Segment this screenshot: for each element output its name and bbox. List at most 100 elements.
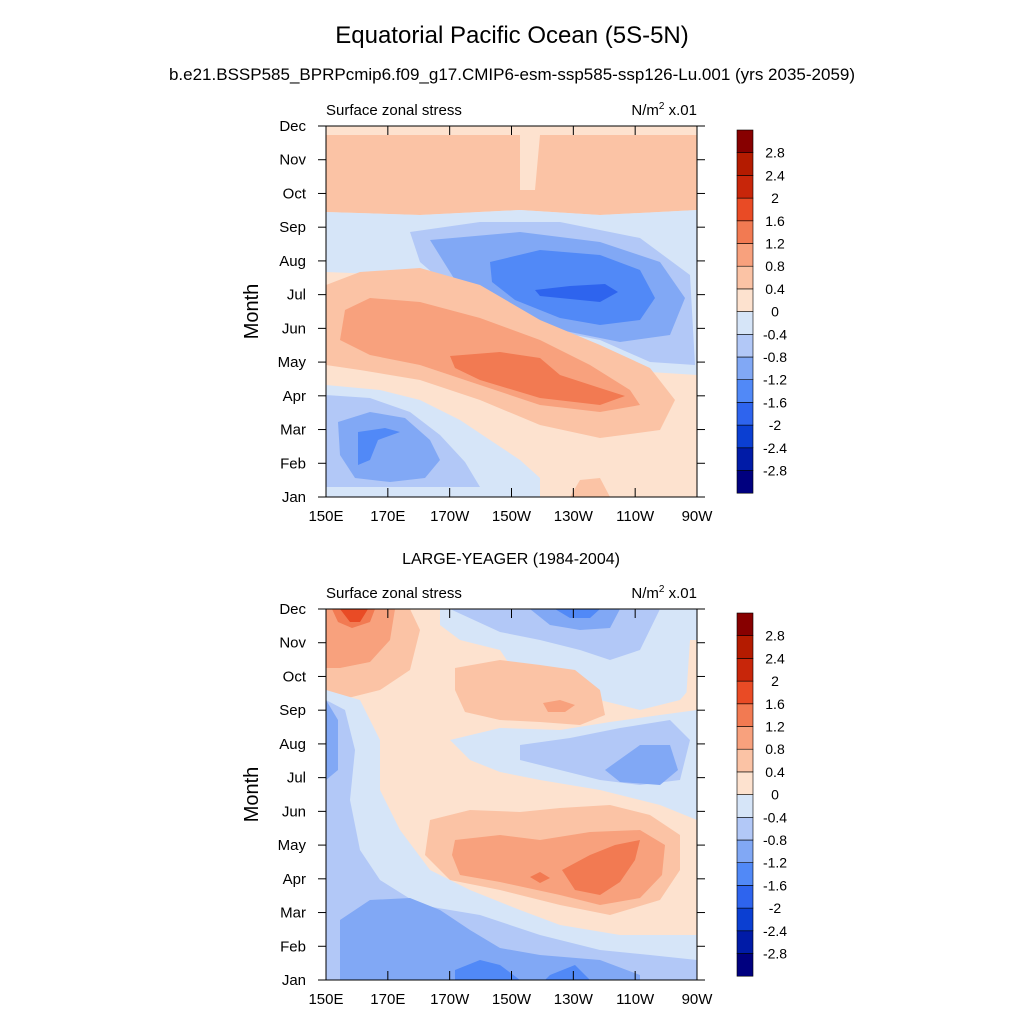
y-tick-label: Jun xyxy=(282,320,306,337)
y-tick-label: Jul xyxy=(287,770,306,787)
y-tick-label: Jul xyxy=(287,287,306,304)
colorbar-label: -1.2 xyxy=(763,372,787,388)
units-string: N/m2 x.01 xyxy=(631,584,697,602)
y-tick-label: Apr xyxy=(283,388,306,405)
panel-2-contour-band xyxy=(562,840,640,895)
y-tick-label: Apr xyxy=(283,871,306,888)
x-tick-label: 110W xyxy=(616,991,655,1008)
colorbar-label: 1.6 xyxy=(765,696,785,712)
colorbar-label: -2.8 xyxy=(763,946,787,962)
panel-1-contour-band xyxy=(358,428,400,465)
colorbar-label: -0.8 xyxy=(763,349,787,365)
y-axis-label: Month xyxy=(241,284,263,340)
panel-2-axes: 150E 170E 170W 150W 130W 110W 90W Jan Feb Mar Apr M… xyxy=(241,584,713,1008)
colorbar-swatch xyxy=(736,953,754,977)
panel-2-contour-band xyxy=(530,609,620,630)
panel-1-contour-band xyxy=(570,478,610,497)
colorbar-swatch xyxy=(736,816,754,841)
colorbar-swatch xyxy=(736,379,754,403)
x-tick-label: 170E xyxy=(370,991,405,1008)
colorbar-swatch xyxy=(736,129,754,154)
y-tick-label: Nov xyxy=(279,635,306,652)
panel-2: LARGE-YEAGER (1984-2004) 150E 170E 170W 150… xyxy=(241,551,787,1008)
panel-2-contour-band xyxy=(555,609,600,618)
x-tick-label: 170E xyxy=(370,508,405,525)
y-tick-label: Aug xyxy=(279,736,306,753)
colorbar-label: 2.8 xyxy=(765,145,785,161)
colorbar-label: -2.4 xyxy=(763,923,787,939)
colorbar-label: 0 xyxy=(771,787,779,803)
colorbar-label: -1.2 xyxy=(763,855,787,871)
colorbar-label: 1.6 xyxy=(765,213,785,229)
colorbar-label: -2.8 xyxy=(763,463,787,479)
panel-1-axes: 150E 170E 170W 150W 130W 110W 90W Jan Feb Mar Apr M… xyxy=(241,101,713,525)
panel-2-title: LARGE-YEAGER (1984-2004) xyxy=(402,551,620,568)
panel-2-contour-band xyxy=(326,700,338,780)
colorbar-label: 1.2 xyxy=(765,719,785,735)
units-string: N/m2 x.01 xyxy=(631,101,697,119)
colorbar-swatch xyxy=(736,243,754,267)
colorbar-swatch xyxy=(736,680,754,705)
y-tick-label: Feb xyxy=(280,455,306,472)
colorbar-label: 0.8 xyxy=(765,741,785,757)
panel-1-contours xyxy=(326,126,697,497)
panel-1-colorbar: -2.8 -2.4 -2 -1.6 -1.2 -0.8 -0.4 0 0.4 0.8 1.2 1.6 2… xyxy=(736,129,787,494)
colorbar-label: 0.8 xyxy=(765,258,785,274)
colorbar-swatch xyxy=(736,402,754,426)
panel-2-contour-band xyxy=(686,640,697,720)
colorbar-swatch xyxy=(736,175,754,199)
colorbar-label: -2 xyxy=(769,417,782,433)
colorbar-label: 0.4 xyxy=(765,764,785,780)
x-tick-label: 110W xyxy=(616,508,655,525)
x-tick-label: 150E xyxy=(308,991,343,1008)
y-tick-label: Sep xyxy=(279,702,306,719)
colorbar-swatch xyxy=(736,748,754,773)
colorbar-swatch xyxy=(736,470,754,494)
colorbar-swatch xyxy=(736,612,754,637)
colorbar-label: 2.4 xyxy=(765,167,785,183)
colorbar-swatch xyxy=(736,658,754,682)
colorbar-label: -1.6 xyxy=(763,394,787,410)
colorbar-swatch xyxy=(736,794,754,818)
y-tick-label: Jan xyxy=(282,972,306,989)
colorbar-swatch xyxy=(736,288,754,312)
colorbar-swatch xyxy=(736,333,754,358)
colorbar-swatch xyxy=(736,703,754,727)
colorbar-swatch xyxy=(736,152,754,176)
x-tick-label: 150E xyxy=(308,508,343,525)
y-tick-label: Dec xyxy=(279,118,306,135)
colorbar-swatch xyxy=(736,862,754,886)
panel-2-contour-band xyxy=(543,700,575,712)
left-string: Surface zonal stress xyxy=(326,585,462,602)
colorbar-label: 2 xyxy=(771,673,779,689)
colorbar-swatch xyxy=(736,839,754,864)
colorbar-label: 2 xyxy=(771,190,779,206)
colorbar-label: 0 xyxy=(771,304,779,320)
y-tick-label: Feb xyxy=(280,938,306,955)
panel-2-contour-band xyxy=(340,609,368,622)
colorbar-swatch xyxy=(736,885,754,909)
colorbar-swatch xyxy=(736,447,754,471)
colorbar-label: -0.4 xyxy=(763,809,787,825)
y-tick-label: Jun xyxy=(282,803,306,820)
x-tick-label: 130W xyxy=(554,991,594,1008)
y-tick-label: Mar xyxy=(280,422,306,439)
x-tick-label: 170W xyxy=(430,991,470,1008)
colorbar-swatch xyxy=(736,635,754,659)
y-tick-label: May xyxy=(278,837,307,854)
x-tick-label: 150W xyxy=(492,508,532,525)
colorbar-swatch xyxy=(736,197,754,222)
colorbar-label: -2.4 xyxy=(763,440,787,456)
colorbar-label: 1.2 xyxy=(765,236,785,252)
panel-1-contour-band xyxy=(450,352,625,405)
panel-1: 150E 170E 170W 150W 130W 110W 90W Jan Feb Mar Apr M… xyxy=(241,101,787,525)
y-tick-label: Sep xyxy=(279,219,306,236)
panel-2-contours xyxy=(326,609,697,980)
panel-1-contour-band xyxy=(326,135,697,215)
colorbar-swatch xyxy=(736,311,754,335)
figure-subtitle: b.e21.BSSP585_BPRPcmip6.f09_g17.CMIP6-es… xyxy=(168,65,856,84)
panel-2-contour-band xyxy=(545,965,590,980)
colorbar-label: 0.4 xyxy=(765,281,785,297)
colorbar-swatch xyxy=(736,930,754,954)
